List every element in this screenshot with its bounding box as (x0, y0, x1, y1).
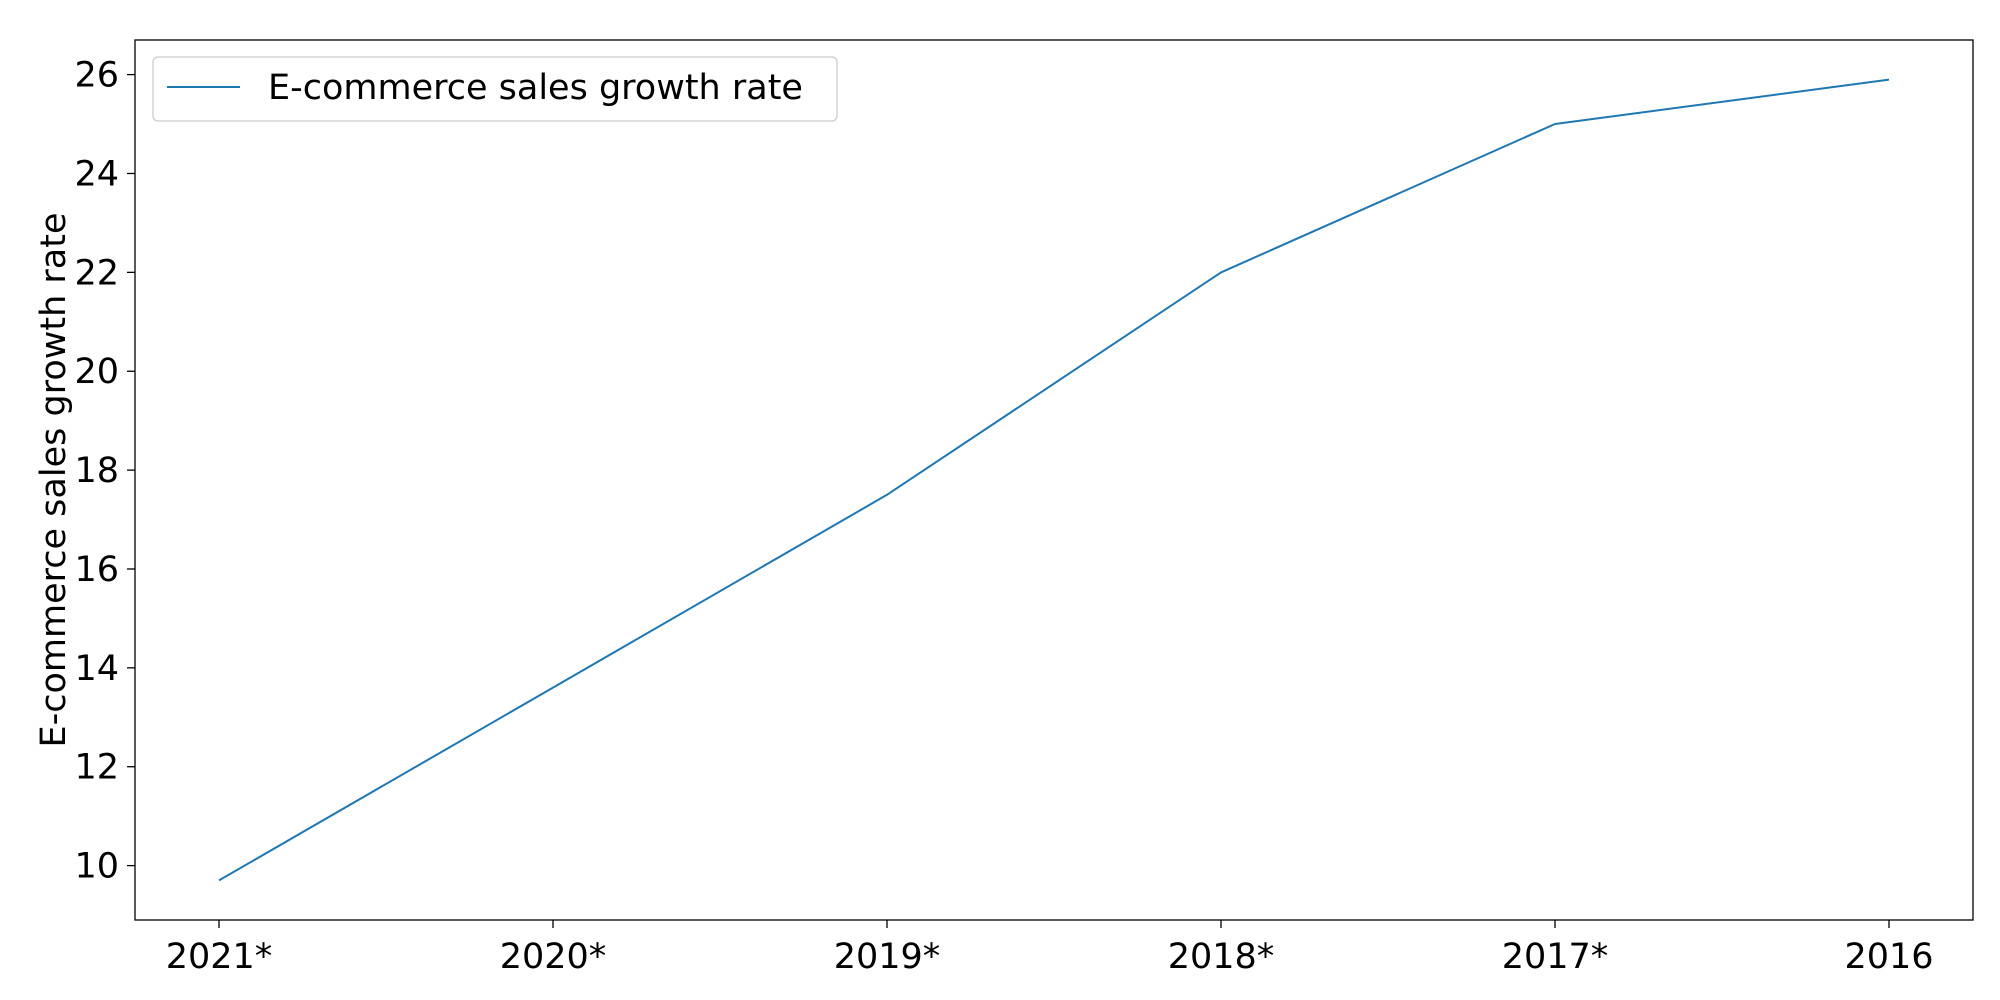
y-tick-label: 16 (74, 550, 119, 590)
series-layer (218, 78, 1890, 882)
x-axis: 2021* 2020* 2019* 2018* 2017* 2016 (166, 920, 1934, 977)
legend: E-commerce sales growth rate (152, 56, 838, 122)
x-tick-label: 2017* (1502, 937, 1609, 977)
y-tick-label: 10 (74, 847, 119, 887)
x-tick-label: 2016 (1844, 937, 1933, 977)
y-tick-label: 20 (74, 352, 119, 392)
legend-label: E-commerce sales growth rate (268, 68, 803, 108)
y-tick-label: 14 (74, 649, 119, 689)
x-tick-label: 2019* (834, 937, 941, 977)
plot-area (134, 39, 1974, 921)
y-tick-label: 26 (74, 56, 119, 96)
plot-frame (134, 39, 1974, 921)
y-tick-label: 24 (74, 154, 119, 194)
y-tick-label: 22 (74, 253, 119, 293)
y-axis: 10 12 14 16 18 20 22 24 26 (74, 56, 135, 887)
y-axis-label: E-commerce sales growth rate (34, 213, 74, 748)
x-tick-label: 2021* (166, 937, 273, 977)
legend-box (152, 56, 838, 122)
y-tick-label: 18 (74, 451, 119, 491)
x-tick-label: 2018* (1168, 937, 1275, 977)
y-tick-label: 12 (74, 748, 119, 788)
x-tick-label: 2020* (500, 937, 607, 977)
series-line (218, 78, 1890, 882)
